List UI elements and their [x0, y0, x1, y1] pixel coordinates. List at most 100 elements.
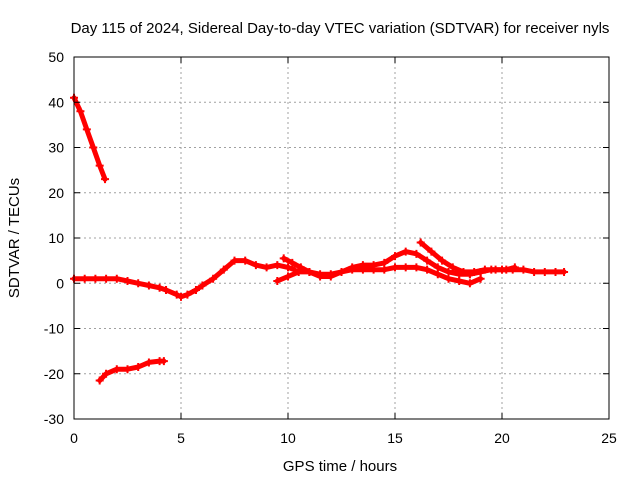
- data-point: [273, 261, 282, 270]
- x-tick-label: 25: [601, 430, 617, 446]
- data-point: [102, 274, 111, 283]
- data-point: [112, 365, 121, 374]
- data-point: [177, 292, 185, 301]
- series-line: [467, 267, 567, 277]
- series-arc-6: [279, 247, 485, 281]
- data-point: [476, 267, 485, 276]
- data-point: [416, 238, 425, 247]
- x-tick-label: 5: [177, 430, 185, 446]
- data-point: [89, 143, 98, 152]
- data-point: [123, 276, 132, 285]
- data-point: [230, 256, 239, 265]
- y-tick-label: -20: [44, 366, 64, 382]
- x-axis: 0 5 10 15 20 25: [70, 57, 617, 446]
- data-point: [465, 270, 474, 279]
- data-area: [70, 93, 569, 385]
- data-point: [82, 125, 91, 134]
- data-point: [112, 274, 121, 283]
- data-point: [438, 256, 447, 265]
- data-point: [305, 267, 314, 276]
- data-point: [433, 270, 442, 279]
- series-arc-1: [70, 93, 110, 184]
- data-point: [316, 272, 325, 281]
- y-axis-label: SDTVAR / TECUs: [6, 178, 23, 298]
- y-tick-label: 10: [48, 230, 64, 246]
- data-point: [380, 258, 389, 267]
- data-point: [284, 263, 292, 272]
- x-tick-label: 20: [494, 430, 510, 446]
- data-point: [459, 267, 468, 276]
- data-point: [358, 261, 367, 270]
- data-point: [423, 265, 432, 274]
- data-point: [348, 263, 357, 272]
- data-point: [155, 283, 164, 292]
- y-axis: -30 -20 -10 0 10 20 30 40 50: [44, 49, 609, 427]
- data-point: [508, 265, 517, 274]
- data-point: [95, 161, 104, 170]
- series-arc-3: [70, 274, 171, 295]
- data-point: [296, 263, 305, 272]
- data-point: [337, 267, 346, 276]
- data-point: [191, 286, 200, 295]
- series-line: [97, 358, 167, 383]
- series-arc-8: [465, 265, 569, 279]
- data-point: [279, 254, 288, 263]
- series-line: [71, 276, 169, 293]
- x-tick-label: 15: [387, 430, 403, 446]
- data-point: [198, 281, 207, 290]
- data-point: [455, 276, 464, 285]
- data-point: [530, 267, 539, 276]
- y-tick-label: 40: [48, 94, 64, 110]
- data-point: [476, 274, 485, 283]
- data-point: [162, 286, 171, 295]
- data-point: [401, 263, 410, 272]
- data-point: [284, 272, 292, 281]
- data-point: [487, 265, 496, 274]
- data-point: [123, 365, 132, 374]
- data-point: [401, 247, 410, 256]
- data-point: [144, 281, 153, 290]
- data-point: [391, 252, 399, 261]
- y-tick-label: 0: [56, 275, 64, 291]
- data-point: [433, 263, 442, 272]
- data-point: [251, 261, 260, 270]
- data-point: [76, 107, 85, 116]
- data-point: [159, 357, 168, 366]
- data-point: [412, 263, 421, 272]
- data-point: [465, 279, 474, 288]
- chart-title: Day 115 of 2024, Sidereal Day-to-day VTE…: [71, 20, 610, 37]
- y-tick-label: 30: [48, 140, 64, 156]
- grid: [74, 57, 609, 419]
- data-point: [262, 263, 271, 272]
- data-point: [102, 369, 111, 378]
- x-tick-label: 0: [70, 430, 78, 446]
- data-point: [519, 265, 528, 274]
- data-point: [241, 256, 250, 265]
- data-point: [380, 265, 389, 274]
- data-point: [391, 263, 399, 272]
- data-point: [412, 249, 421, 258]
- y-tick-label: -30: [44, 411, 64, 427]
- series-arc-4: [162, 256, 299, 301]
- data-point: [134, 279, 143, 288]
- data-point: [423, 256, 432, 265]
- x-tick-label: 10: [280, 430, 296, 446]
- data-point: [326, 272, 335, 281]
- data-point: [101, 175, 110, 184]
- data-point: [498, 265, 506, 274]
- data-point: [273, 276, 282, 285]
- data-point: [551, 267, 560, 276]
- y-tick-label: 50: [48, 49, 64, 65]
- data-point: [144, 358, 153, 367]
- data-point: [444, 274, 453, 283]
- data-point: [134, 362, 143, 371]
- series-arc-2: [95, 357, 168, 385]
- data-point: [294, 267, 303, 276]
- data-point: [427, 247, 436, 256]
- data-point: [540, 267, 549, 276]
- data-point: [448, 263, 457, 272]
- y-tick-label: -10: [44, 321, 64, 337]
- data-point: [288, 258, 297, 267]
- data-point: [80, 274, 89, 283]
